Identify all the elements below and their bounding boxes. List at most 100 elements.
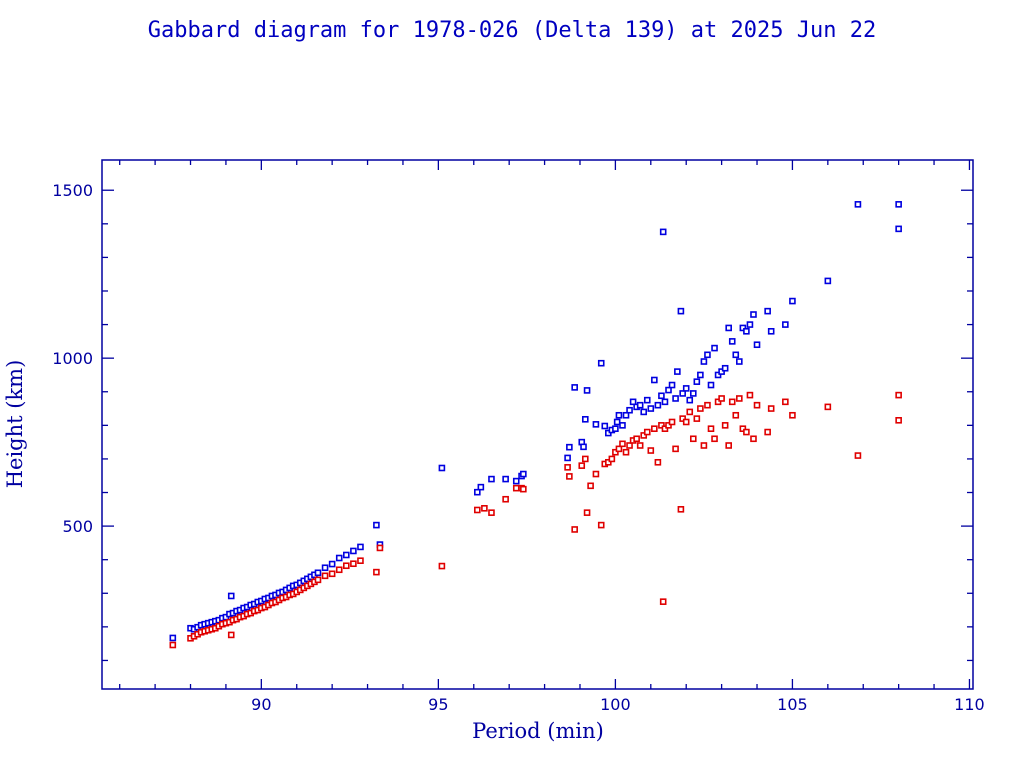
apogee-point — [707, 381, 715, 389]
perigee-point — [672, 445, 679, 453]
apogee-point — [321, 564, 329, 572]
apogee-point — [643, 396, 651, 404]
y-tick-label: 1500 — [52, 181, 93, 200]
perigee-point — [350, 560, 357, 568]
apogee-point — [477, 483, 485, 491]
perigee-point — [608, 455, 616, 463]
perigee-point — [721, 422, 729, 429]
perigee-point — [612, 448, 619, 456]
apogee-point — [622, 411, 630, 419]
apogee-point — [736, 358, 743, 365]
perigee-point — [587, 482, 594, 490]
perigee-point — [438, 562, 446, 570]
perigee-point — [679, 415, 686, 422]
series-perigee — [169, 391, 902, 649]
apogee-point — [750, 311, 757, 318]
apogee-point — [227, 592, 235, 600]
perigee-point — [169, 641, 177, 649]
apogee-point — [711, 344, 718, 352]
perigee-point — [643, 428, 651, 436]
perigee-point — [597, 521, 605, 529]
apogee-point — [328, 560, 336, 568]
apogee-point — [789, 297, 796, 305]
series-apogee — [169, 201, 902, 642]
perigee-point — [615, 445, 623, 453]
perigee-point — [767, 405, 775, 412]
perigee-point — [502, 495, 509, 503]
perigee-point — [626, 442, 633, 449]
perigee-point — [732, 411, 740, 419]
x-tick-label: 100 — [600, 695, 631, 714]
apogee-point — [615, 411, 623, 419]
perigee-point — [488, 509, 495, 516]
apogee-point — [677, 307, 685, 315]
perigee-point — [651, 425, 658, 432]
apogee-point — [739, 324, 747, 332]
apogee-point — [854, 201, 862, 208]
perigee-point — [686, 408, 694, 416]
apogee-point — [767, 327, 775, 335]
perigee-point — [512, 484, 520, 492]
perigee-point — [658, 422, 665, 429]
axis-tick-labels: 90 95 100 105 110 500 1000 1500 — [52, 181, 984, 714]
perigee-point — [718, 395, 725, 402]
apogee-point — [728, 338, 736, 345]
perigee-point — [474, 506, 481, 514]
perigee-point — [750, 435, 757, 443]
perigee-point — [746, 391, 754, 399]
perigee-point — [481, 505, 488, 512]
apogee-point — [512, 477, 520, 485]
apogee-point — [357, 543, 364, 551]
apogee-point — [651, 376, 658, 384]
apogee-point — [732, 351, 740, 359]
perigee-point — [824, 403, 832, 411]
x-tick-label: 105 — [777, 695, 808, 714]
perigee-point — [578, 462, 586, 469]
perigee-point — [711, 435, 718, 443]
x-axis-label: Period (min) — [472, 719, 604, 743]
perigee-point — [668, 418, 676, 426]
apogee-point — [601, 422, 609, 430]
perigee-point — [373, 568, 380, 576]
apogee-point — [697, 371, 704, 379]
perigee-point — [583, 509, 591, 516]
perigee-point — [693, 415, 701, 422]
perigee-point — [581, 455, 589, 463]
perigee-point — [564, 464, 571, 471]
apogee-point — [583, 387, 591, 394]
apogee-point — [718, 368, 725, 375]
perigee-point — [640, 432, 648, 439]
apogee-point — [689, 390, 697, 397]
perigee-point — [314, 576, 322, 584]
apogee-point — [654, 401, 662, 409]
perigee-point — [376, 544, 384, 552]
perigee-point — [707, 425, 715, 432]
perigee-point — [659, 598, 667, 605]
apogee-point — [636, 401, 644, 409]
x-tick-label: 95 — [428, 695, 448, 714]
apogee-point — [619, 422, 626, 429]
apogee-point — [613, 418, 621, 426]
apogee-point — [373, 521, 380, 529]
perigee-point — [343, 562, 350, 570]
perigee-point — [566, 473, 573, 480]
apogee-point — [682, 385, 690, 392]
apogee-point — [725, 324, 732, 332]
perigee-point — [789, 411, 796, 419]
perigee-point — [520, 485, 527, 493]
apogee-point — [674, 368, 681, 375]
perigee-point — [725, 442, 732, 449]
apogee-point — [693, 378, 701, 385]
apogee-point — [580, 443, 587, 451]
apogee-point — [571, 384, 578, 391]
perigee-point — [895, 391, 902, 399]
apogee-point — [626, 406, 633, 414]
apogee-point — [566, 443, 573, 451]
apogee-point — [895, 201, 902, 208]
perigee-point — [571, 526, 578, 533]
apogee-point — [743, 327, 750, 335]
perigee-point — [704, 401, 711, 409]
apogee-point — [314, 569, 322, 577]
apogee-point — [672, 395, 679, 402]
y-tick-label: 500 — [62, 517, 93, 536]
